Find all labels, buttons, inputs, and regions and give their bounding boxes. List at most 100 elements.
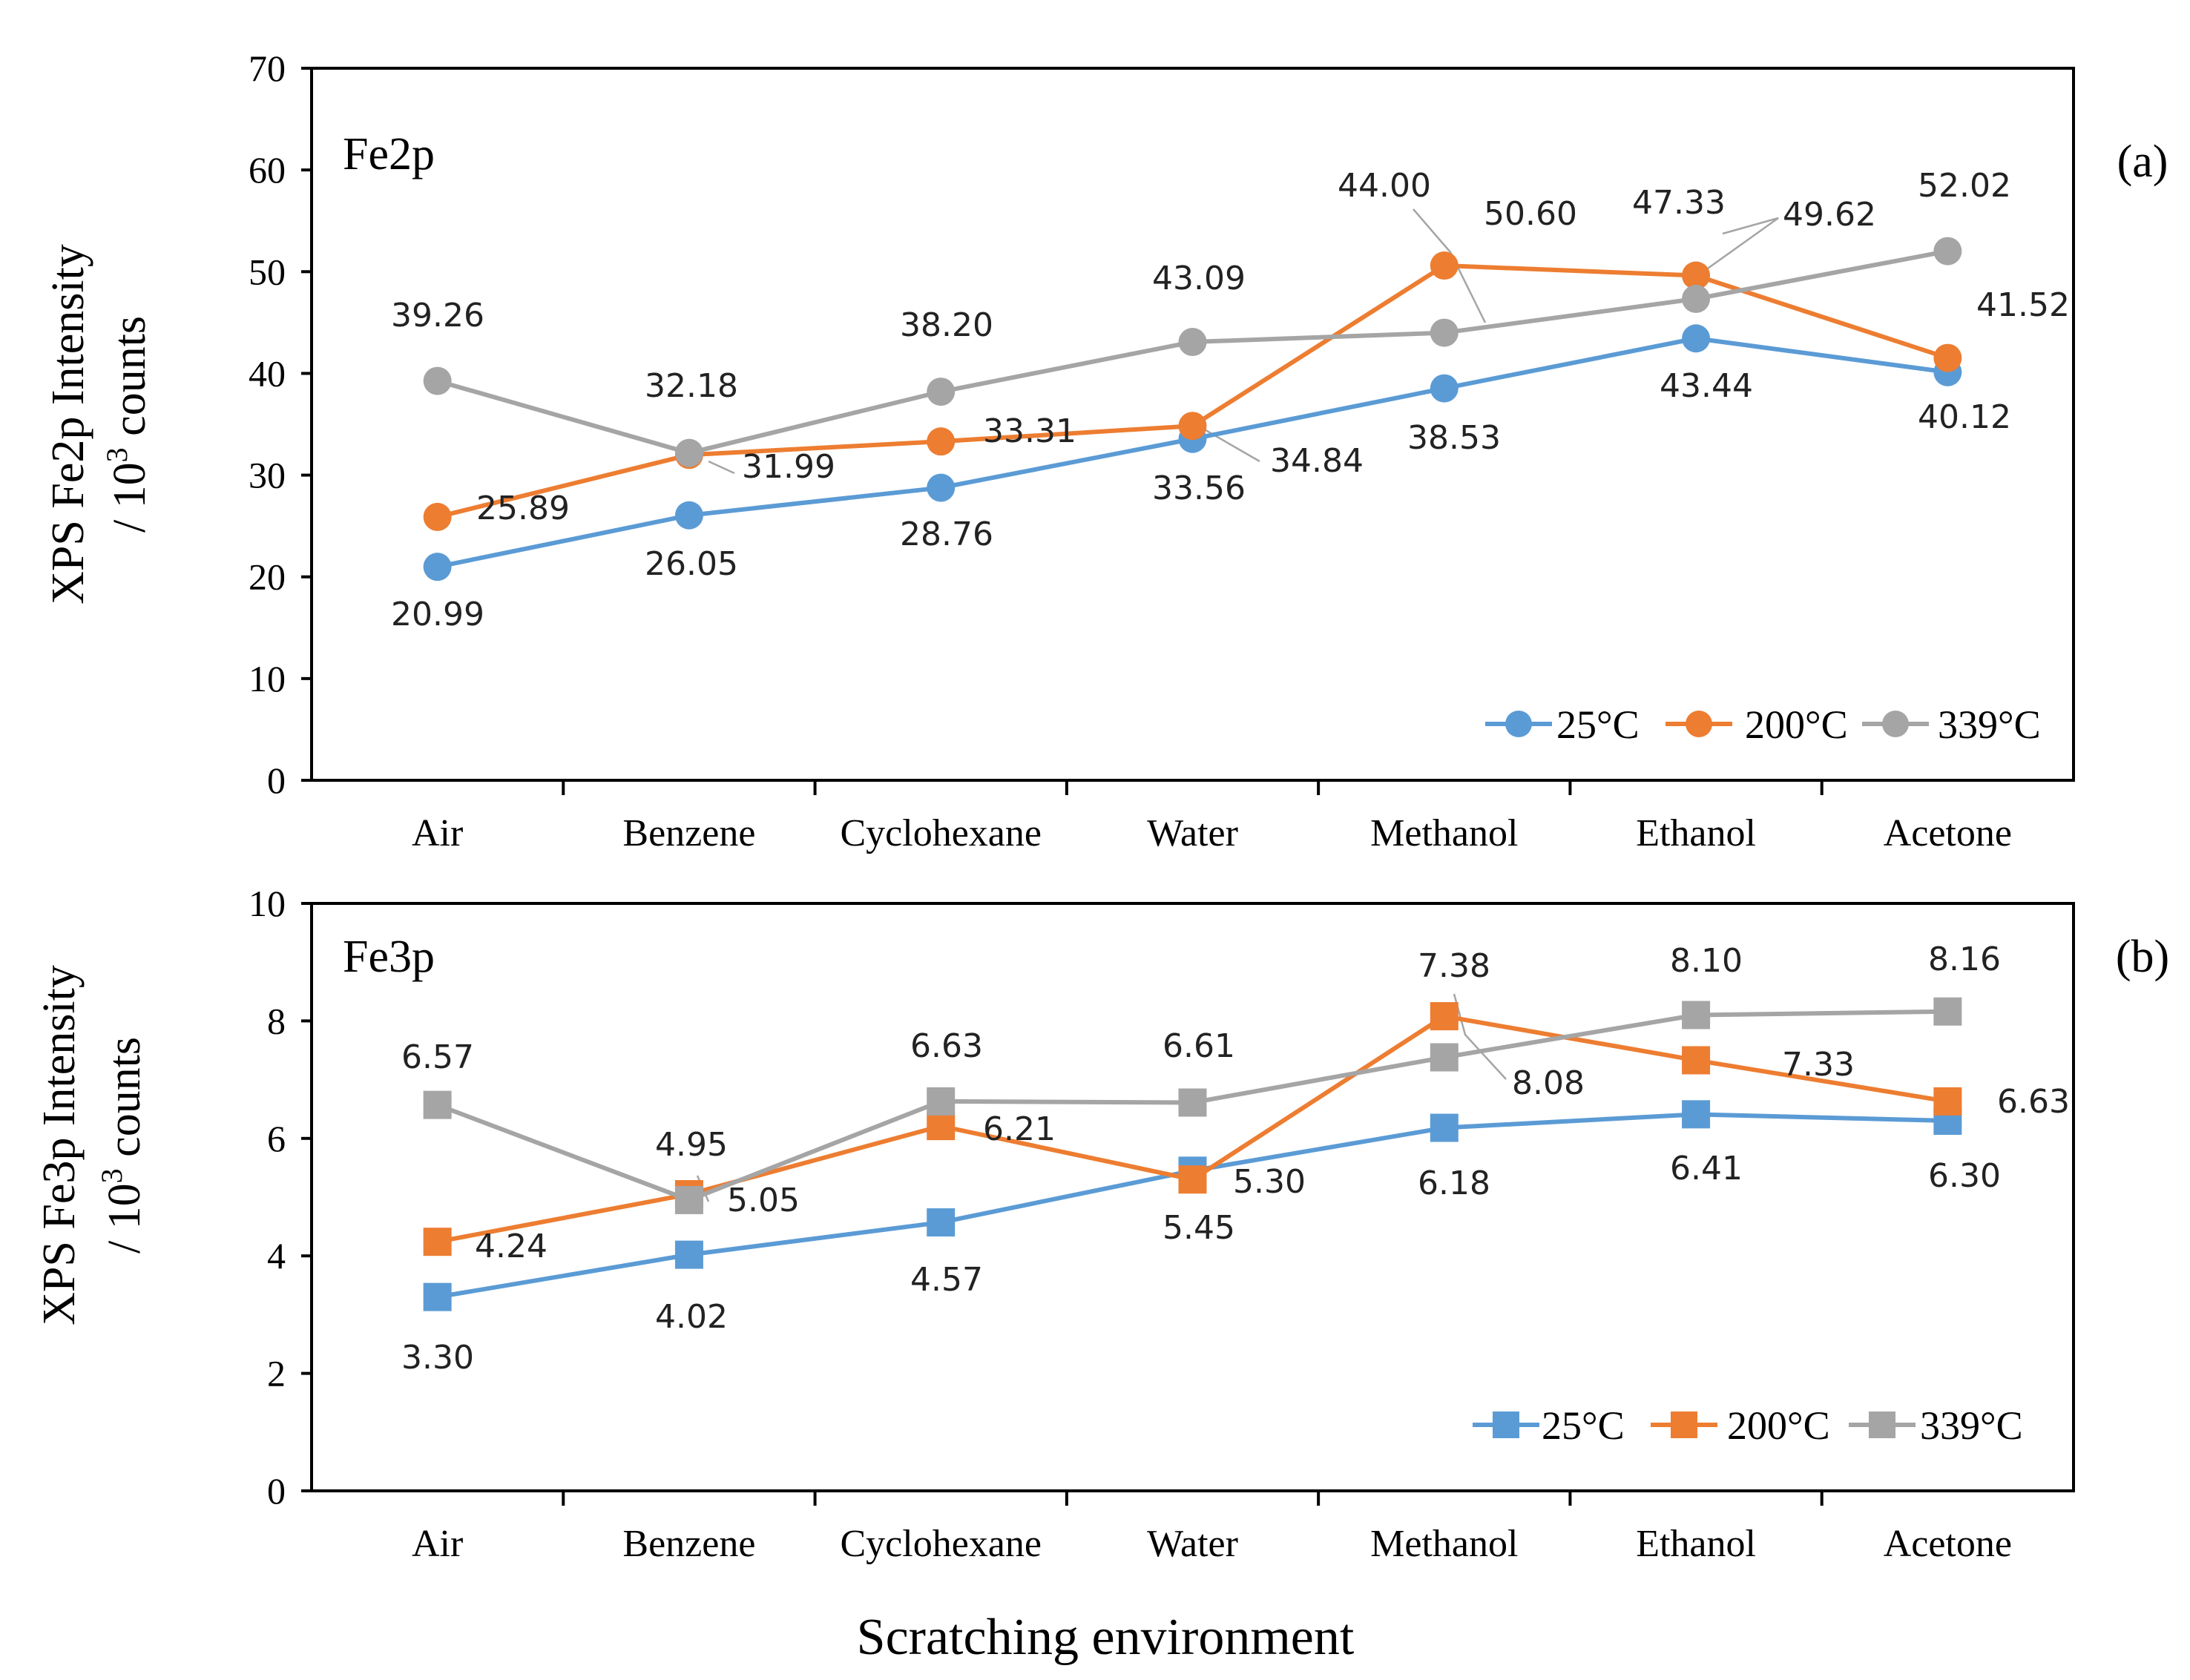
- data-point: [674, 438, 703, 467]
- data-label: 26.05: [645, 545, 738, 583]
- y-tick-label: 0: [267, 1470, 286, 1512]
- data-point: [423, 553, 452, 582]
- data-label: 28.76: [900, 515, 993, 553]
- data-point: [674, 1185, 703, 1214]
- data-label: 25.89: [476, 490, 570, 527]
- data-label: 43.09: [1152, 260, 1246, 297]
- data-label: 3.30: [401, 1339, 474, 1377]
- data-label: 39.26: [391, 297, 484, 335]
- data-label: 40.12: [1918, 398, 2011, 436]
- data-label-leader: [1694, 217, 1779, 279]
- data-point: [674, 1240, 703, 1269]
- x-tick-label: Acetone: [1884, 812, 2012, 854]
- panel-tag: Fe2p: [343, 129, 435, 179]
- panel-a-fe2p: 0 10 20 30 40 50 60 70 Air Benzene Cyclohexane Wate…: [43, 47, 2168, 854]
- panel-tag: Fe3p: [343, 932, 435, 982]
- data-label: 8.08: [1512, 1064, 1585, 1102]
- data-label: 6.41: [1670, 1150, 1743, 1187]
- x-tick-label: Water: [1147, 812, 1238, 854]
- y-tick-label: 10: [249, 658, 286, 699]
- y-tick-label: 4: [267, 1235, 286, 1277]
- data-label: 33.56: [1152, 470, 1246, 507]
- y-tick-label: 0: [267, 760, 286, 801]
- data-label: 43.44: [1660, 367, 1753, 405]
- data-label: 4.24: [475, 1228, 548, 1265]
- data-label: 31.99: [742, 448, 835, 486]
- data-label-leader: [1413, 208, 1487, 323]
- data-label: 33.31: [983, 412, 1076, 450]
- data-label: 6.30: [1928, 1157, 2001, 1195]
- data-point: [1430, 251, 1459, 280]
- plot-frame: [310, 902, 2075, 1492]
- data-label: 5.30: [1233, 1163, 1306, 1201]
- legend-swatch-marker: [1493, 1411, 1519, 1438]
- y-axis-title-line2-prefix: / 10: [105, 462, 155, 533]
- x-tick-label: Ethanol: [1636, 1523, 1756, 1565]
- y-tick-label: 60: [249, 149, 286, 191]
- data-label: 8.16: [1928, 941, 2001, 978]
- y-axis-title-line1: XPS Fe3p Intensity: [34, 965, 85, 1325]
- data-label: 6.57: [401, 1038, 474, 1076]
- data-point: [423, 1282, 452, 1311]
- legend-swatch-marker: [1671, 1411, 1697, 1438]
- data-point: [1430, 318, 1459, 347]
- legend-entry: 339°C: [1920, 1403, 2023, 1448]
- data-label: 7.38: [1418, 947, 1490, 985]
- data-point: [674, 501, 703, 530]
- data-label: 5.45: [1163, 1209, 1235, 1247]
- data-label: 5.05: [727, 1182, 800, 1219]
- legend-entry: 25°C: [1542, 1403, 1625, 1448]
- data-label: 38.20: [900, 306, 993, 344]
- data-label-leader: [708, 460, 735, 475]
- x-tick-label: Benzene: [622, 812, 755, 854]
- x-tick-label: Cyclohexane: [840, 812, 1041, 854]
- x-tick-label: Cyclohexane: [840, 1523, 1041, 1565]
- data-point: [1682, 324, 1711, 353]
- data-point: [1933, 237, 1962, 266]
- legend-swatch-marker: [1882, 711, 1909, 737]
- y-axis-title-line2-prefix: / 10: [99, 1183, 150, 1254]
- data-point: [927, 1208, 956, 1237]
- data-label: 6.61: [1163, 1027, 1235, 1065]
- legend-swatch-marker: [1869, 1411, 1895, 1438]
- data-label: 49.62: [1783, 196, 1876, 234]
- data-label: 6.21: [983, 1110, 1056, 1148]
- data-point: [423, 1228, 452, 1256]
- plot-frame: [310, 67, 2075, 782]
- y-tick-label: 8: [267, 1000, 286, 1041]
- y-tick-label: 50: [249, 251, 286, 292]
- data-point: [1430, 1043, 1459, 1072]
- data-label: 6.63: [910, 1027, 983, 1065]
- y-axis-title: XPS Fe3p Intensity / 103 counts: [34, 965, 150, 1325]
- data-label: 4.02: [655, 1298, 728, 1336]
- x-tick-label: Methanol: [1370, 812, 1518, 854]
- data-point: [423, 502, 452, 531]
- y-axis-title-line1: XPS Fe2p Intensity: [43, 244, 93, 605]
- data-label: 34.84: [1270, 442, 1364, 480]
- y-axis-title-line2-suffix: counts: [105, 316, 155, 447]
- data-point: [1933, 997, 1962, 1026]
- data-label: 4.57: [910, 1261, 983, 1299]
- panel-b-fe3p: 0 2 4 6 8 10 Air Benzene Cyclohexane Water Methano…: [34, 883, 2169, 1565]
- y-axis-title-sup: 3: [95, 1168, 128, 1183]
- y-tick-label: 10: [249, 883, 286, 924]
- data-label: 8.10: [1670, 942, 1743, 980]
- panel-label: (b): [2116, 932, 2169, 982]
- legend-swatch-marker: [1505, 711, 1532, 737]
- data-point: [1178, 328, 1207, 357]
- data-label: 52.02: [1918, 167, 2011, 205]
- data-point: [927, 473, 956, 502]
- legend-entry: 200°C: [1727, 1403, 1830, 1448]
- data-label: 6.18: [1418, 1165, 1490, 1202]
- y-tick-label: 30: [249, 455, 286, 496]
- x-axis-title: Scratching environment: [857, 1609, 1355, 1666]
- data-point: [1430, 1113, 1459, 1142]
- data-label: 6.63: [1997, 1083, 2070, 1121]
- data-point: [1682, 1001, 1711, 1030]
- data-point: [1933, 343, 1962, 372]
- y-tick-label: 70: [249, 47, 286, 89]
- data-point: [927, 427, 956, 456]
- data-label: 47.33: [1632, 184, 1726, 222]
- legend-entry: 25°C: [1556, 702, 1640, 747]
